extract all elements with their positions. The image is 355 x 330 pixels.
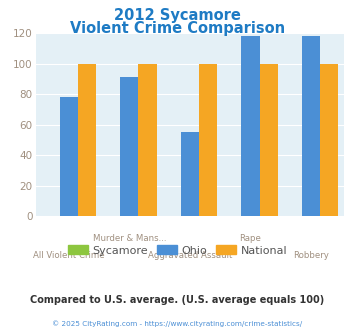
Bar — [320, 63, 338, 216]
Bar — [241, 36, 260, 216]
Bar — [138, 63, 157, 216]
Bar — [60, 97, 78, 216]
Text: Rape: Rape — [240, 234, 261, 243]
Text: Violent Crime Comparison: Violent Crime Comparison — [70, 21, 285, 36]
Bar — [302, 36, 320, 216]
Bar — [120, 77, 138, 216]
Text: © 2025 CityRating.com - https://www.cityrating.com/crime-statistics/: © 2025 CityRating.com - https://www.city… — [53, 320, 302, 327]
Bar — [78, 63, 96, 216]
Legend: Sycamore, Ohio, National: Sycamore, Ohio, National — [64, 241, 291, 260]
Bar — [199, 63, 217, 216]
Text: Aggravated Assault: Aggravated Assault — [148, 251, 232, 260]
Text: Robbery: Robbery — [293, 251, 329, 260]
Text: Murder & Mans...: Murder & Mans... — [93, 234, 166, 243]
Bar — [181, 132, 199, 216]
Text: 2012 Sycamore: 2012 Sycamore — [114, 8, 241, 23]
Text: All Violent Crime: All Violent Crime — [33, 251, 105, 260]
Bar — [260, 63, 278, 216]
Text: Compared to U.S. average. (U.S. average equals 100): Compared to U.S. average. (U.S. average … — [31, 295, 324, 305]
